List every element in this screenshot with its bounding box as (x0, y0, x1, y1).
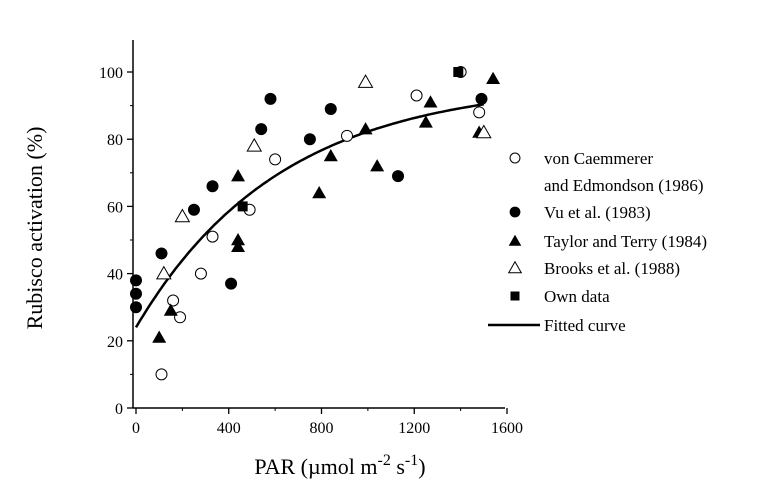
data-point-triangle-filled (231, 169, 246, 182)
data-point-circle-open (410, 89, 423, 102)
y-axis-title: Rubisco activation (%) (22, 127, 47, 330)
data-point-triangle-open (155, 265, 172, 280)
data-point-triangle-filled (312, 185, 327, 199)
data-point-circle-filled (255, 123, 268, 136)
data-point-triangle-filled (423, 95, 438, 108)
data-point-triangle-open (475, 124, 492, 139)
data-point-triangle-filled (418, 115, 433, 128)
data-point-circle-open (194, 267, 207, 280)
data-point-circle-open (206, 230, 219, 243)
data-point-circle-open (473, 106, 486, 119)
legend-label: Fitted curve (544, 316, 626, 335)
x-tick-label: 1600 (491, 420, 523, 437)
legend: von Caemmerer and Edmondson (1986) Vu et a… (488, 149, 707, 335)
data-point-circle-filled (264, 92, 277, 105)
y-tick-label: 80 (107, 132, 123, 149)
plot-area (130, 66, 501, 381)
data-point-triangle-filled (163, 303, 178, 316)
fitted-curve (134, 103, 485, 329)
data-point-triangle-open (246, 137, 263, 152)
axes: 0 400 800 1200 1600 0 20 40 60 80 100 (99, 40, 523, 437)
data-point-triangle-open (357, 74, 374, 88)
data-point-circle-filled (187, 203, 200, 216)
legend-marker (507, 260, 523, 274)
legend-marker (510, 291, 520, 301)
data-point-circle-open (341, 129, 354, 142)
y-tick-label: 20 (107, 334, 123, 351)
data-point-circle-filled (130, 287, 142, 300)
legend-marker (508, 234, 522, 246)
data-point-circle-filled (324, 102, 337, 115)
x-axis-title: PAR (µmol m-2 s-1) (254, 452, 425, 479)
data-point-circle-open (174, 311, 187, 324)
data-point-circle-filled (130, 274, 142, 287)
data-point-triangle-open (174, 208, 191, 223)
data-point-circle-filled (392, 170, 405, 183)
data-point-triangle-filled (231, 239, 246, 252)
legend-label: Own data (544, 287, 610, 306)
data-point-circle-filled (303, 133, 316, 146)
x-tick-label: 0 (132, 420, 140, 437)
y-tick-label: 60 (107, 199, 123, 216)
legend-marker (509, 152, 521, 164)
data-point-triangle-filled (323, 149, 338, 162)
legend-label: and Edmondson (1986) (544, 176, 704, 195)
data-point-triangle-filled (370, 159, 385, 172)
x-tick-label: 400 (217, 420, 241, 437)
data-point-circle-filled (475, 92, 488, 105)
legend-marker (509, 206, 521, 218)
data-point-triangle-filled (231, 233, 246, 246)
data-point-circle-filled (155, 247, 168, 260)
legend-label: Vu et al. (1983) (544, 203, 651, 222)
y-tick-label: 0 (115, 401, 123, 418)
data-point-triangle-filled (486, 71, 501, 84)
data-point-circle-filled (225, 277, 238, 290)
data-point-triangle-filled (152, 330, 167, 343)
data-point-triangle-filled (358, 122, 373, 135)
x-tick-label: 1200 (398, 420, 430, 437)
legend-label: Brooks et al. (1988) (544, 259, 680, 278)
data-point-circle-filled (206, 180, 219, 193)
data-point-square-filled (237, 201, 248, 212)
x-tick-label: 800 (310, 420, 334, 437)
legend-label: Taylor and Terry (1984) (544, 232, 707, 251)
y-tick-label: 40 (107, 267, 123, 284)
data-point-circle-open (167, 294, 180, 307)
data-point-circle-open (269, 153, 282, 166)
y-tick-label: 100 (99, 65, 123, 82)
legend-label: von Caemmerer (544, 149, 653, 168)
data-point-circle-open (155, 368, 168, 381)
data-point-square-filled (453, 67, 464, 77)
